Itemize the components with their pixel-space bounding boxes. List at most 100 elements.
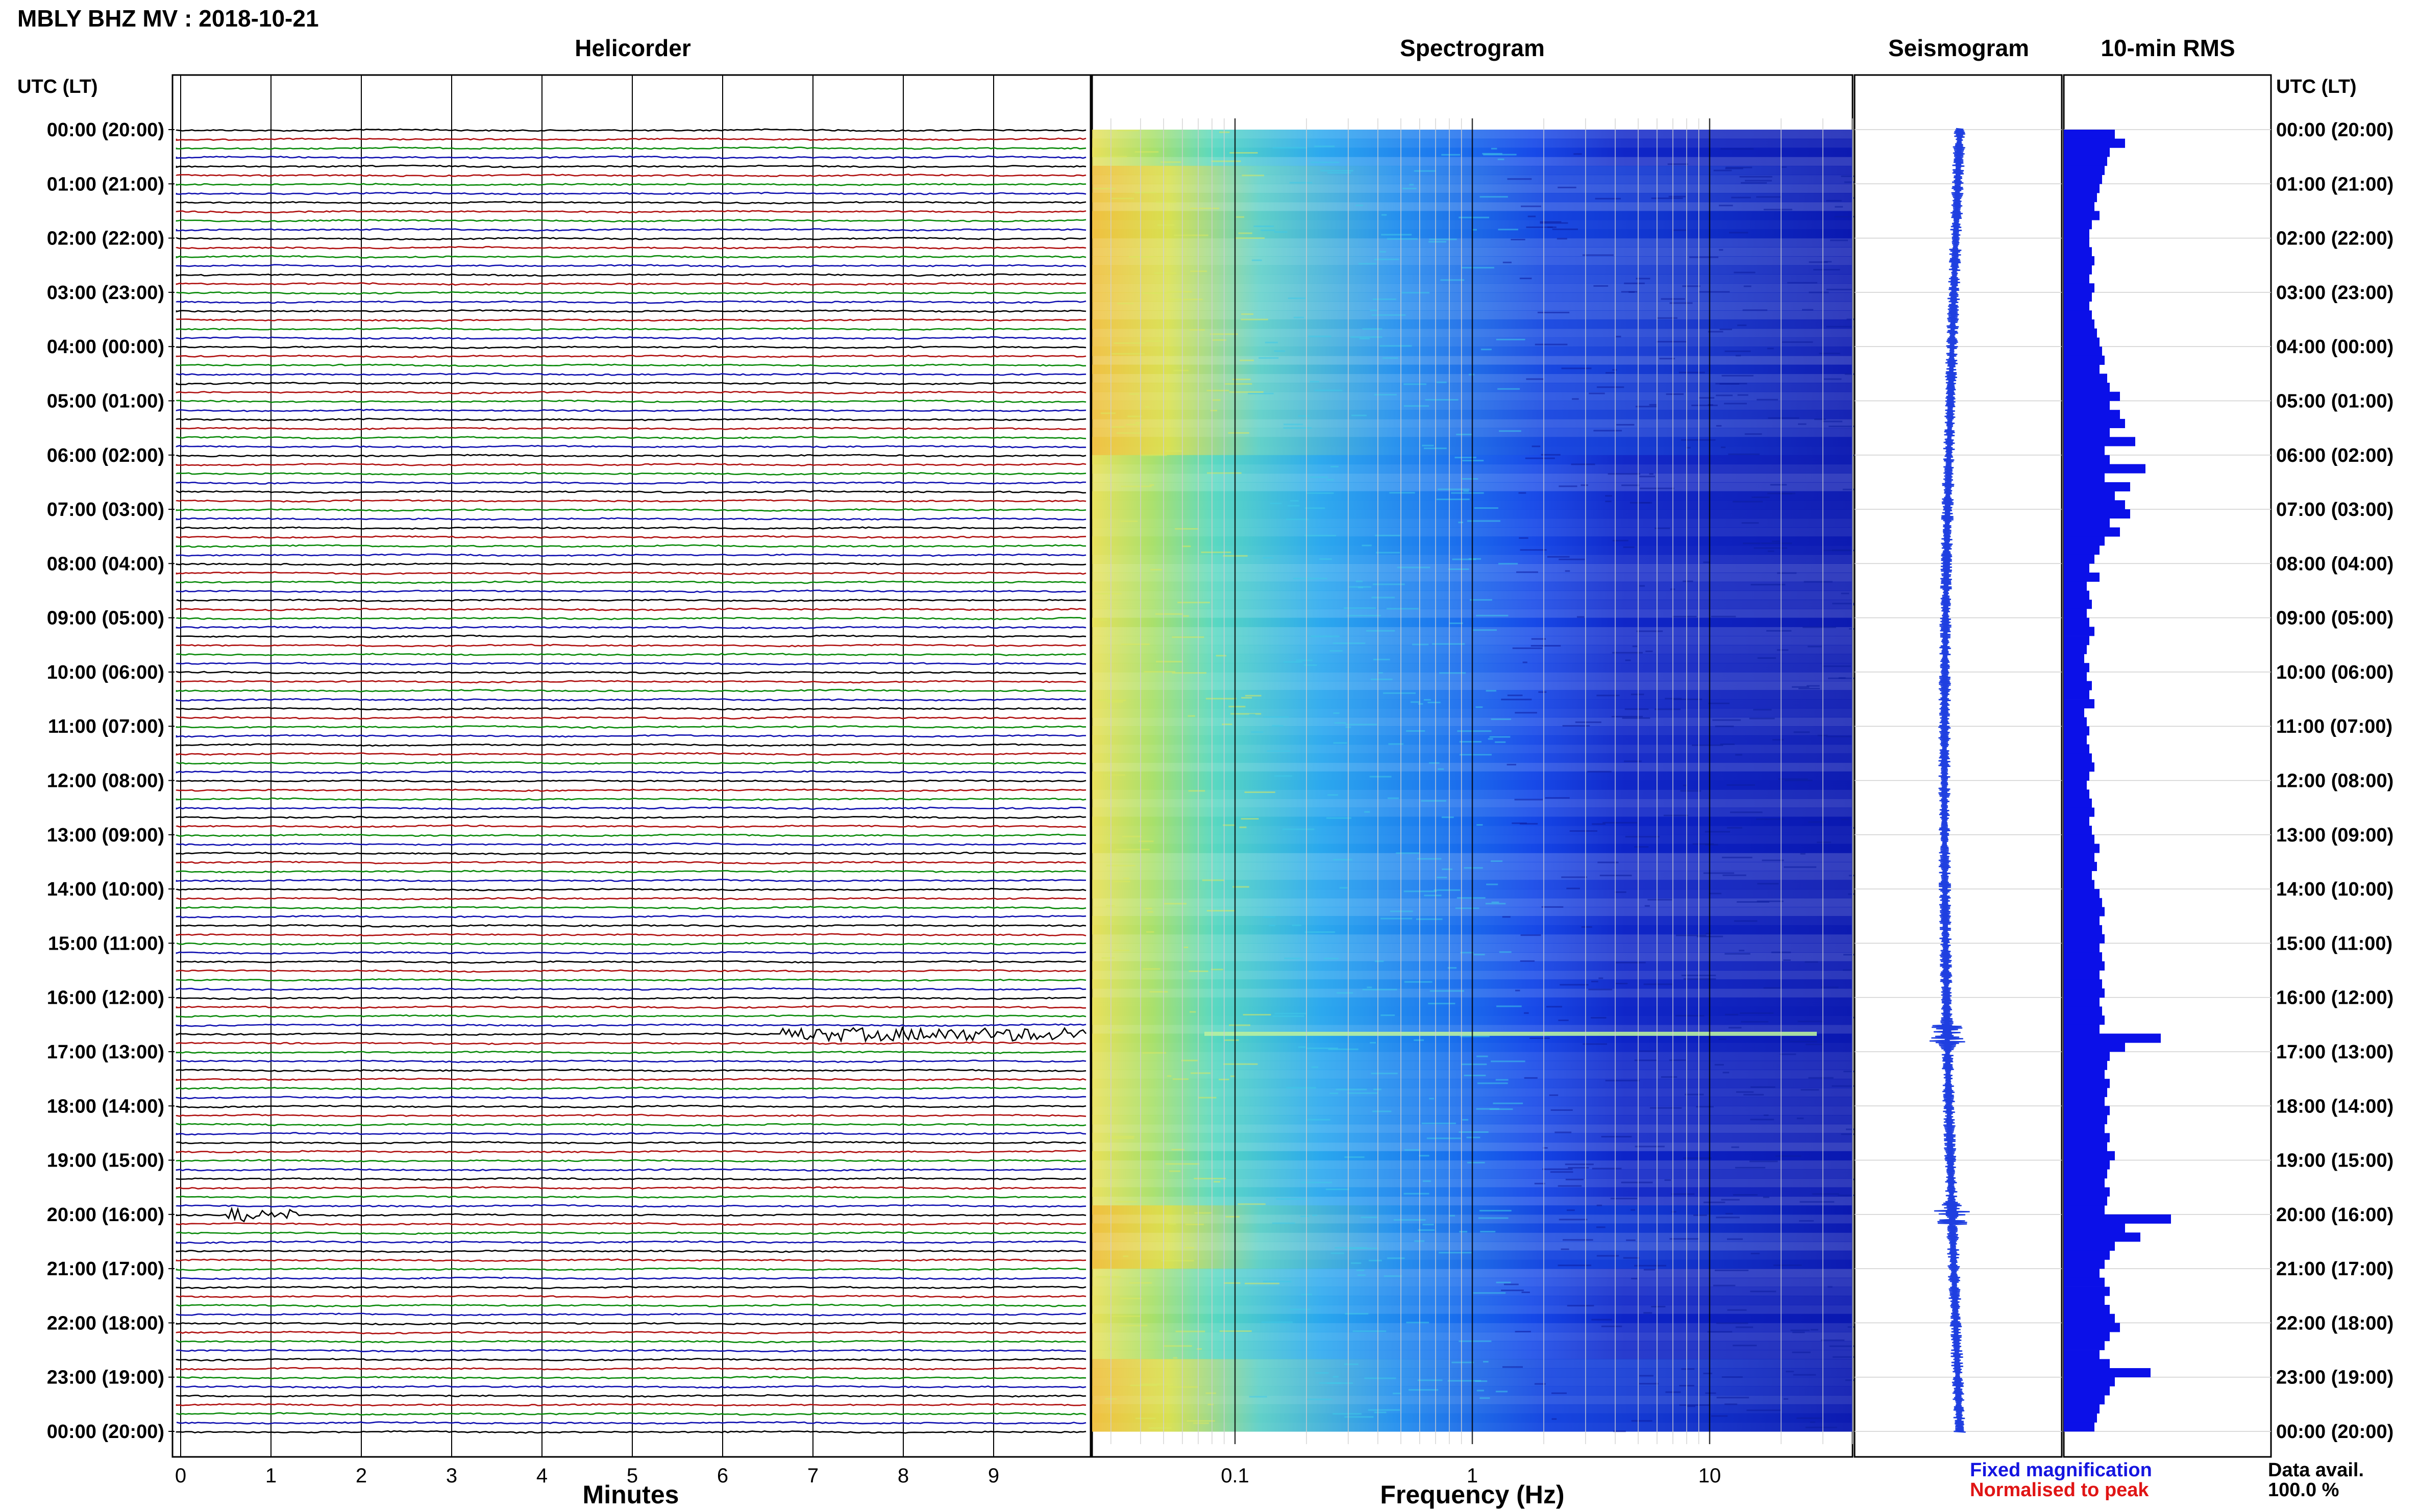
minute-tick-label: 6 — [717, 1465, 728, 1487]
spectrogram-texture — [1679, 371, 1705, 374]
helicorder-trace — [176, 1376, 1087, 1380]
spectrogram-texture — [1554, 1131, 1572, 1133]
rms-bar — [2064, 1133, 2110, 1143]
time-label-left: 20:00 (16:00) — [47, 1204, 164, 1226]
spectrogram-texture — [1592, 1168, 1622, 1170]
spectrogram-texture — [1768, 417, 1799, 419]
spectrogram-texture — [1562, 725, 1590, 727]
helicorder-trace — [176, 155, 1087, 159]
spectrogram-texture — [1656, 341, 1687, 343]
spectrogram-texture — [1263, 557, 1274, 559]
time-label-right: 19:00 (15:00) — [2276, 1150, 2393, 1172]
spectrogram-texture — [1211, 160, 1241, 162]
rms-bar — [2064, 536, 2105, 546]
spectrogram-texture — [1803, 626, 1836, 628]
spectrogram-texture — [1625, 659, 1631, 661]
spectrogram-texture — [1624, 708, 1649, 710]
rms-bar — [2064, 1277, 2105, 1287]
spectrogram-texture — [1565, 570, 1570, 572]
spectrogram-texture — [1798, 423, 1807, 425]
spectrogram-texture — [1442, 868, 1452, 870]
spectrogram-texture — [1616, 336, 1621, 338]
spectrogram-texture — [1379, 345, 1412, 347]
spectrogram-texture — [1473, 954, 1485, 956]
spectrogram-texture — [1449, 622, 1463, 624]
spectrogram-texture — [1605, 501, 1612, 503]
spectrogram-texture — [1206, 910, 1235, 912]
seismogram-trace — [1929, 128, 1970, 1433]
spectrogram-texture — [1520, 934, 1541, 936]
spectrogram-texture — [1189, 1011, 1196, 1013]
helicorder-trace — [176, 1206, 1087, 1223]
helicorder-trace — [176, 1295, 1087, 1299]
spectrogram-texture — [1651, 1306, 1666, 1308]
helicorder-trace — [176, 1159, 1087, 1163]
spectrogram-texture — [1558, 1185, 1582, 1187]
spectrogram-texture — [1527, 215, 1536, 217]
helicorder-trace — [176, 454, 1087, 458]
spectrogram-texture — [1743, 1094, 1764, 1096]
spectrogram-texture — [1381, 234, 1412, 236]
spectrogram-texture — [1672, 699, 1702, 700]
spectrogram-texture — [1683, 784, 1687, 786]
spectrogram-texture — [1520, 549, 1547, 551]
spectrogram-texture — [1139, 840, 1154, 842]
spectrogram-texture — [1464, 1075, 1486, 1076]
helicorder-trace — [176, 481, 1087, 485]
time-label-left: 04:00 (00:00) — [47, 336, 164, 358]
helicorder-trace — [176, 1177, 1087, 1181]
helicorder-trace — [176, 761, 1087, 765]
spectrogram-texture — [1232, 379, 1251, 380]
spectrogram-texture — [1634, 1265, 1666, 1267]
spectrogram-texture — [1452, 558, 1476, 560]
rms-bar — [2064, 1214, 2171, 1224]
spectrogram-texture — [1427, 702, 1441, 704]
spectrogram-texture — [1474, 507, 1498, 509]
spectrogram-texture — [1616, 424, 1635, 426]
spectrogram-texture — [1479, 196, 1508, 198]
spectrogram-texture — [1104, 774, 1125, 776]
spectrogram-texture — [1106, 905, 1115, 907]
helicorder-trace — [176, 517, 1087, 521]
rms-bar — [2064, 1313, 2115, 1323]
spectrogram-texture — [1824, 261, 1832, 263]
spectrogram-texture — [1704, 1201, 1725, 1203]
spectrogram-texture — [1214, 1181, 1220, 1183]
helicorder-trace — [176, 444, 1087, 449]
rms-bar — [2064, 880, 2094, 889]
rms-bar — [2064, 229, 2089, 238]
rms-bar — [2064, 627, 2094, 636]
spectrogram-texture — [1575, 721, 1601, 723]
rms-bar — [2064, 1242, 2115, 1251]
spectrogram-texture — [1488, 738, 1493, 740]
helicorder-trace — [176, 1357, 1087, 1361]
spectrogram-texture — [1826, 288, 1853, 290]
spectrogram-texture — [1612, 652, 1643, 654]
spectrogram-texture — [1841, 819, 1849, 821]
spectrogram-texture — [1538, 691, 1547, 693]
spectrogram-texture — [1805, 961, 1818, 963]
spectrogram-texture — [1177, 602, 1210, 604]
spectrogram-texture — [1512, 647, 1543, 649]
spectrogram-texture — [1593, 430, 1622, 432]
spectrogram-texture — [1475, 706, 1483, 708]
spectrogram-texture — [1424, 895, 1442, 897]
time-label-right: 09:00 (05:00) — [2276, 608, 2393, 629]
spectrogram-texture — [1101, 957, 1115, 959]
spectrogram-texture — [1683, 580, 1693, 582]
spectrogram-texture — [1388, 743, 1403, 745]
spectrogram-texture — [1462, 478, 1478, 480]
rms-bar — [2064, 1332, 2110, 1342]
spectrogram-texture — [1782, 166, 1787, 168]
helicorder-trace — [176, 191, 1087, 195]
spectrogram-texture — [1783, 1398, 1789, 1400]
helicorder-trace — [176, 1340, 1087, 1344]
spectrogram-texture — [1115, 849, 1150, 851]
spectrogram-texture — [1263, 716, 1289, 718]
time-label-right: 11:00 (07:00) — [2276, 716, 2392, 737]
helicorder-trace — [176, 472, 1087, 476]
spectrogram-texture — [1716, 394, 1733, 396]
helicorder-trace — [176, 1412, 1087, 1416]
seismogram-frame — [1854, 74, 2063, 1458]
time-label-left: 16:00 (12:00) — [47, 987, 164, 1009]
